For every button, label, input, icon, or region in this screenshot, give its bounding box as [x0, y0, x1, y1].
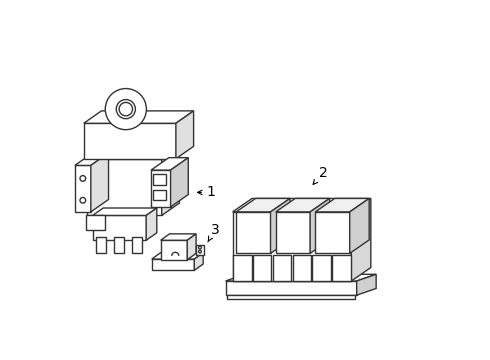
Polygon shape: [146, 208, 157, 240]
Polygon shape: [132, 238, 142, 253]
Polygon shape: [293, 255, 311, 281]
Polygon shape: [236, 198, 290, 212]
Polygon shape: [152, 259, 195, 270]
Polygon shape: [87, 159, 162, 215]
Polygon shape: [233, 212, 351, 281]
Polygon shape: [225, 281, 357, 295]
Polygon shape: [152, 253, 203, 259]
Polygon shape: [93, 215, 146, 240]
Polygon shape: [114, 238, 124, 253]
Polygon shape: [153, 190, 166, 200]
Polygon shape: [236, 212, 270, 253]
Polygon shape: [187, 234, 196, 260]
Polygon shape: [350, 198, 369, 253]
Polygon shape: [84, 111, 194, 123]
Polygon shape: [332, 255, 351, 281]
Polygon shape: [196, 245, 204, 255]
Polygon shape: [195, 253, 203, 270]
Polygon shape: [91, 153, 109, 212]
Polygon shape: [315, 198, 369, 212]
Polygon shape: [84, 123, 176, 159]
Polygon shape: [151, 170, 171, 207]
Circle shape: [119, 102, 132, 116]
Polygon shape: [315, 212, 350, 253]
Polygon shape: [75, 153, 109, 165]
Polygon shape: [233, 198, 371, 212]
Text: 1: 1: [197, 185, 216, 199]
Text: 3: 3: [208, 222, 219, 242]
Polygon shape: [276, 212, 310, 253]
Polygon shape: [176, 111, 194, 159]
Polygon shape: [273, 255, 291, 281]
Polygon shape: [233, 255, 252, 281]
Polygon shape: [75, 165, 91, 212]
Polygon shape: [161, 240, 187, 260]
Polygon shape: [253, 255, 271, 281]
Text: 2: 2: [313, 166, 327, 184]
Polygon shape: [357, 274, 376, 295]
Polygon shape: [171, 158, 188, 207]
Polygon shape: [270, 198, 290, 253]
Polygon shape: [96, 238, 106, 253]
Polygon shape: [225, 274, 376, 281]
Polygon shape: [313, 255, 331, 281]
Circle shape: [198, 246, 201, 249]
Polygon shape: [153, 175, 166, 185]
Circle shape: [80, 197, 86, 203]
Circle shape: [105, 89, 147, 130]
Polygon shape: [276, 198, 330, 212]
Polygon shape: [151, 158, 188, 170]
Circle shape: [80, 176, 86, 181]
Polygon shape: [351, 198, 371, 281]
Polygon shape: [93, 208, 157, 215]
Polygon shape: [310, 198, 330, 253]
Polygon shape: [87, 146, 179, 159]
Circle shape: [116, 100, 135, 119]
Polygon shape: [227, 295, 355, 300]
Polygon shape: [161, 234, 196, 240]
Polygon shape: [85, 215, 105, 230]
Circle shape: [198, 250, 201, 253]
Polygon shape: [162, 146, 179, 215]
